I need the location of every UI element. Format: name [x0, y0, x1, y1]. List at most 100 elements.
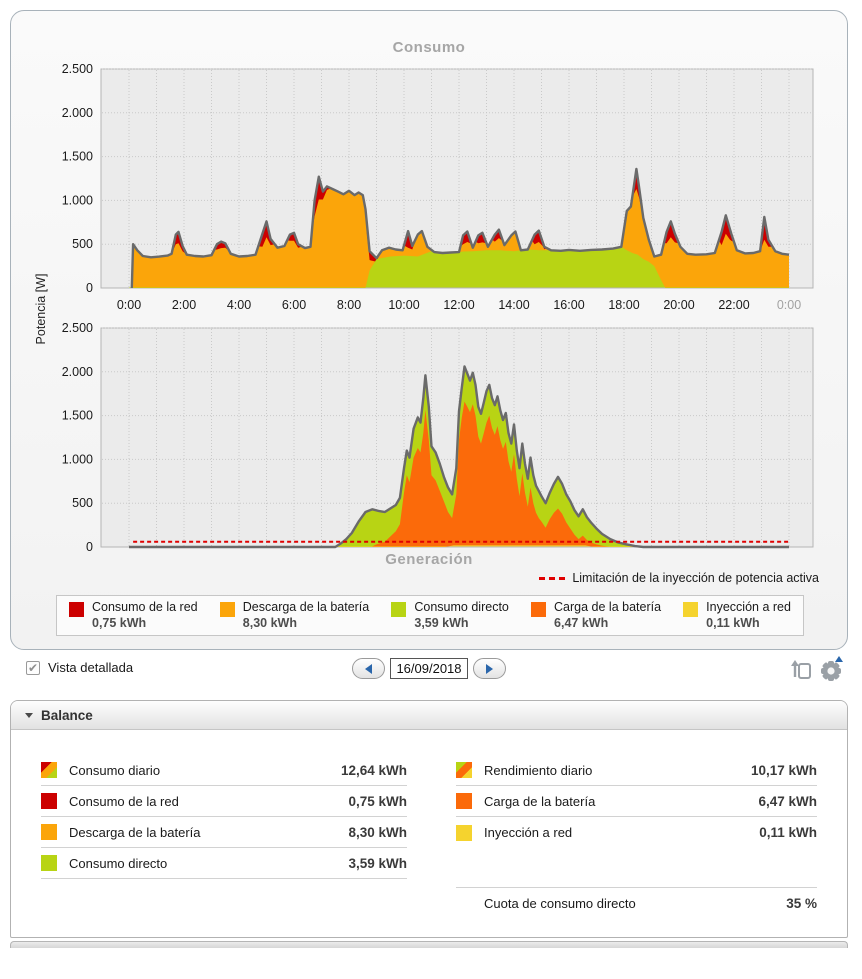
balance-row-value: 0,11 kWh — [759, 825, 817, 840]
balance-title: Balance — [41, 707, 93, 723]
balance-left-column: Consumo diario 12,64 kWh Consumo de la r… — [41, 755, 407, 879]
battery-discharge-swatch — [219, 602, 235, 617]
date-navigation — [352, 658, 506, 679]
y-axis-label: Potencia [W] — [34, 273, 48, 345]
legend-value: 0,75 kWh — [92, 616, 147, 630]
balance-spacer — [456, 848, 817, 887]
x-tick-label: 18:00 — [608, 298, 639, 312]
consumption-chart-title: Consumo — [392, 39, 466, 56]
balance-row-value: 0,75 kWh — [348, 793, 407, 809]
y-tick-label: 1.500 — [62, 409, 93, 423]
grid-injection-swatch — [456, 824, 472, 841]
balance-row-daily-yield: Rendimiento diario 10,17 kWh — [456, 755, 817, 786]
generation-total-line — [129, 365, 789, 549]
legend-value: 8,30 kWh — [242, 616, 297, 630]
y-tick-label: 2.500 — [62, 62, 93, 76]
balance-panel-header[interactable]: Balance — [11, 701, 847, 730]
generation-charge-area — [129, 401, 789, 547]
previous-day-button[interactable] — [352, 658, 385, 679]
settings-gear-icon[interactable] — [818, 656, 844, 682]
battery-charge-swatch — [456, 793, 472, 809]
legend-item-grid-injection: Inyección a red 0,11 kWh — [683, 600, 791, 631]
balance-row-value: 3,59 kWh — [348, 855, 407, 871]
x-tick-label: 2:00 — [172, 298, 196, 312]
balance-row-label: Rendimiento diario — [484, 762, 593, 778]
balance-row-grid-injection: Inyección a red 0,11 kWh — [456, 817, 817, 848]
next-panel-collapsed-edge[interactable] — [10, 941, 848, 948]
chevron-left-icon — [365, 663, 372, 674]
grid-consumption-swatch — [41, 793, 57, 809]
y-tick-label: 0 — [86, 281, 93, 295]
generation-chart-title: Generación — [385, 551, 473, 568]
balance-row-value: 12,64 kWh — [340, 762, 407, 778]
y-tick-label: 500 — [72, 496, 93, 510]
x-tick-label: 16:00 — [553, 298, 584, 312]
balance-row-label: Consumo de la red — [69, 793, 179, 809]
balance-row-label: Consumo diario — [69, 762, 161, 778]
chevron-right-icon — [486, 663, 493, 674]
grid-consumption-swatch — [69, 602, 84, 617]
balance-row-daily-consumption: Consumo diario 12,64 kWh — [41, 755, 407, 786]
balance-row-value: 8,30 kWh — [348, 824, 407, 840]
next-day-button[interactable] — [473, 658, 506, 679]
x-tick-label: 20:00 — [663, 298, 694, 312]
collapse-triangle-icon — [25, 712, 33, 718]
battery-discharge-swatch — [41, 824, 57, 840]
date-input[interactable] — [390, 658, 468, 679]
chart-legend: Consumo de la red 0,75 kWh Descarga de l… — [56, 595, 804, 636]
direct-consumption-swatch — [391, 602, 407, 617]
balance-row-battery-charge: Carga de la batería 6,47 kWh — [456, 786, 817, 817]
y-tick-label: 2.500 — [62, 321, 93, 335]
balance-row-label: Descarga de la batería — [69, 824, 201, 840]
legend-label: Descarga de la batería — [242, 600, 370, 614]
balance-row-direct-consumption-quota: Cuota de consumo directo 35 % — [456, 887, 817, 918]
x-tick-label: 0:00 — [777, 298, 801, 312]
legend-value: 3,59 kWh — [414, 616, 469, 630]
x-tick-label: 4:00 — [227, 298, 251, 312]
balance-row-value: 6,47 kWh — [758, 793, 817, 809]
legend-item-battery-charge: Carga de la batería 6,47 kWh — [531, 600, 661, 631]
controls-bar: ✔ Vista detallada — [10, 656, 848, 686]
y-tick-label: 0 — [86, 540, 93, 554]
detail-view-checkbox[interactable]: ✔ — [26, 660, 40, 675]
legend-value: 6,47 kWh — [554, 616, 609, 630]
detail-view-label: Vista detallada — [48, 660, 134, 675]
detail-view-control: ✔ Vista detallada — [26, 660, 133, 675]
balance-row-label: Inyección a red — [484, 825, 573, 840]
balance-row-direct-consumption: Consumo directo 3,59 kWh — [41, 848, 407, 879]
export-icon[interactable] — [791, 657, 812, 681]
consumption-direct-area — [129, 246, 789, 288]
limit-legend-label: Limitación de la inyección de potencia a… — [572, 571, 819, 585]
toolbar-icons — [791, 656, 844, 682]
y-tick-label: 1.000 — [62, 193, 93, 207]
balance-panel: Balance Consumo diario 12,64 kWh Consumo… — [10, 700, 848, 938]
x-tick-label: 22:00 — [718, 298, 749, 312]
consumption-total-line — [130, 167, 790, 289]
y-tick-label: 500 — [72, 237, 93, 251]
quota-value: 35 % — [786, 895, 817, 911]
legend-item-grid-consumption: Consumo de la red 0,75 kWh — [69, 600, 198, 631]
y-tick-label: 1.000 — [62, 452, 93, 466]
x-tick-label: 12:00 — [443, 298, 474, 312]
gear-dropdown-arrow-icon — [835, 656, 843, 662]
x-tick-label: 6:00 — [282, 298, 306, 312]
legend-label: Consumo de la red — [92, 600, 198, 614]
chart-panel: Consumo 0 500 1.000 1.500 2.000 2.500 0:00 2:00… — [10, 10, 848, 650]
x-tick-label: 8:00 — [337, 298, 361, 312]
x-tick-label: 10:00 — [388, 298, 419, 312]
limit-line-marker — [539, 576, 566, 580]
balance-row-value: 10,17 kWh — [750, 762, 817, 778]
legend-item-direct-consumption: Consumo directo 3,59 kWh — [391, 600, 509, 631]
balance-row-grid-consumption: Consumo de la red 0,75 kWh — [41, 786, 407, 817]
quota-label: Cuota de consumo directo — [484, 895, 636, 911]
battery-charge-swatch — [531, 602, 547, 617]
x-tick-label: 0:00 — [117, 298, 141, 312]
daily-consumption-swatch — [41, 762, 57, 778]
grid-injection-swatch — [683, 602, 699, 617]
legend-label: Carga de la batería — [554, 600, 662, 614]
x-tick-label: 14:00 — [498, 298, 529, 312]
legend-value: 0,11 kWh — [706, 616, 760, 630]
y-tick-label: 2.000 — [62, 365, 93, 379]
balance-right-column: Rendimiento diario 10,17 kWh Carga de la… — [456, 755, 817, 918]
charts-canvas: 0 500 1.000 1.500 2.000 2.500 0:00 2:00 4:00 6:00… — [62, 62, 814, 554]
